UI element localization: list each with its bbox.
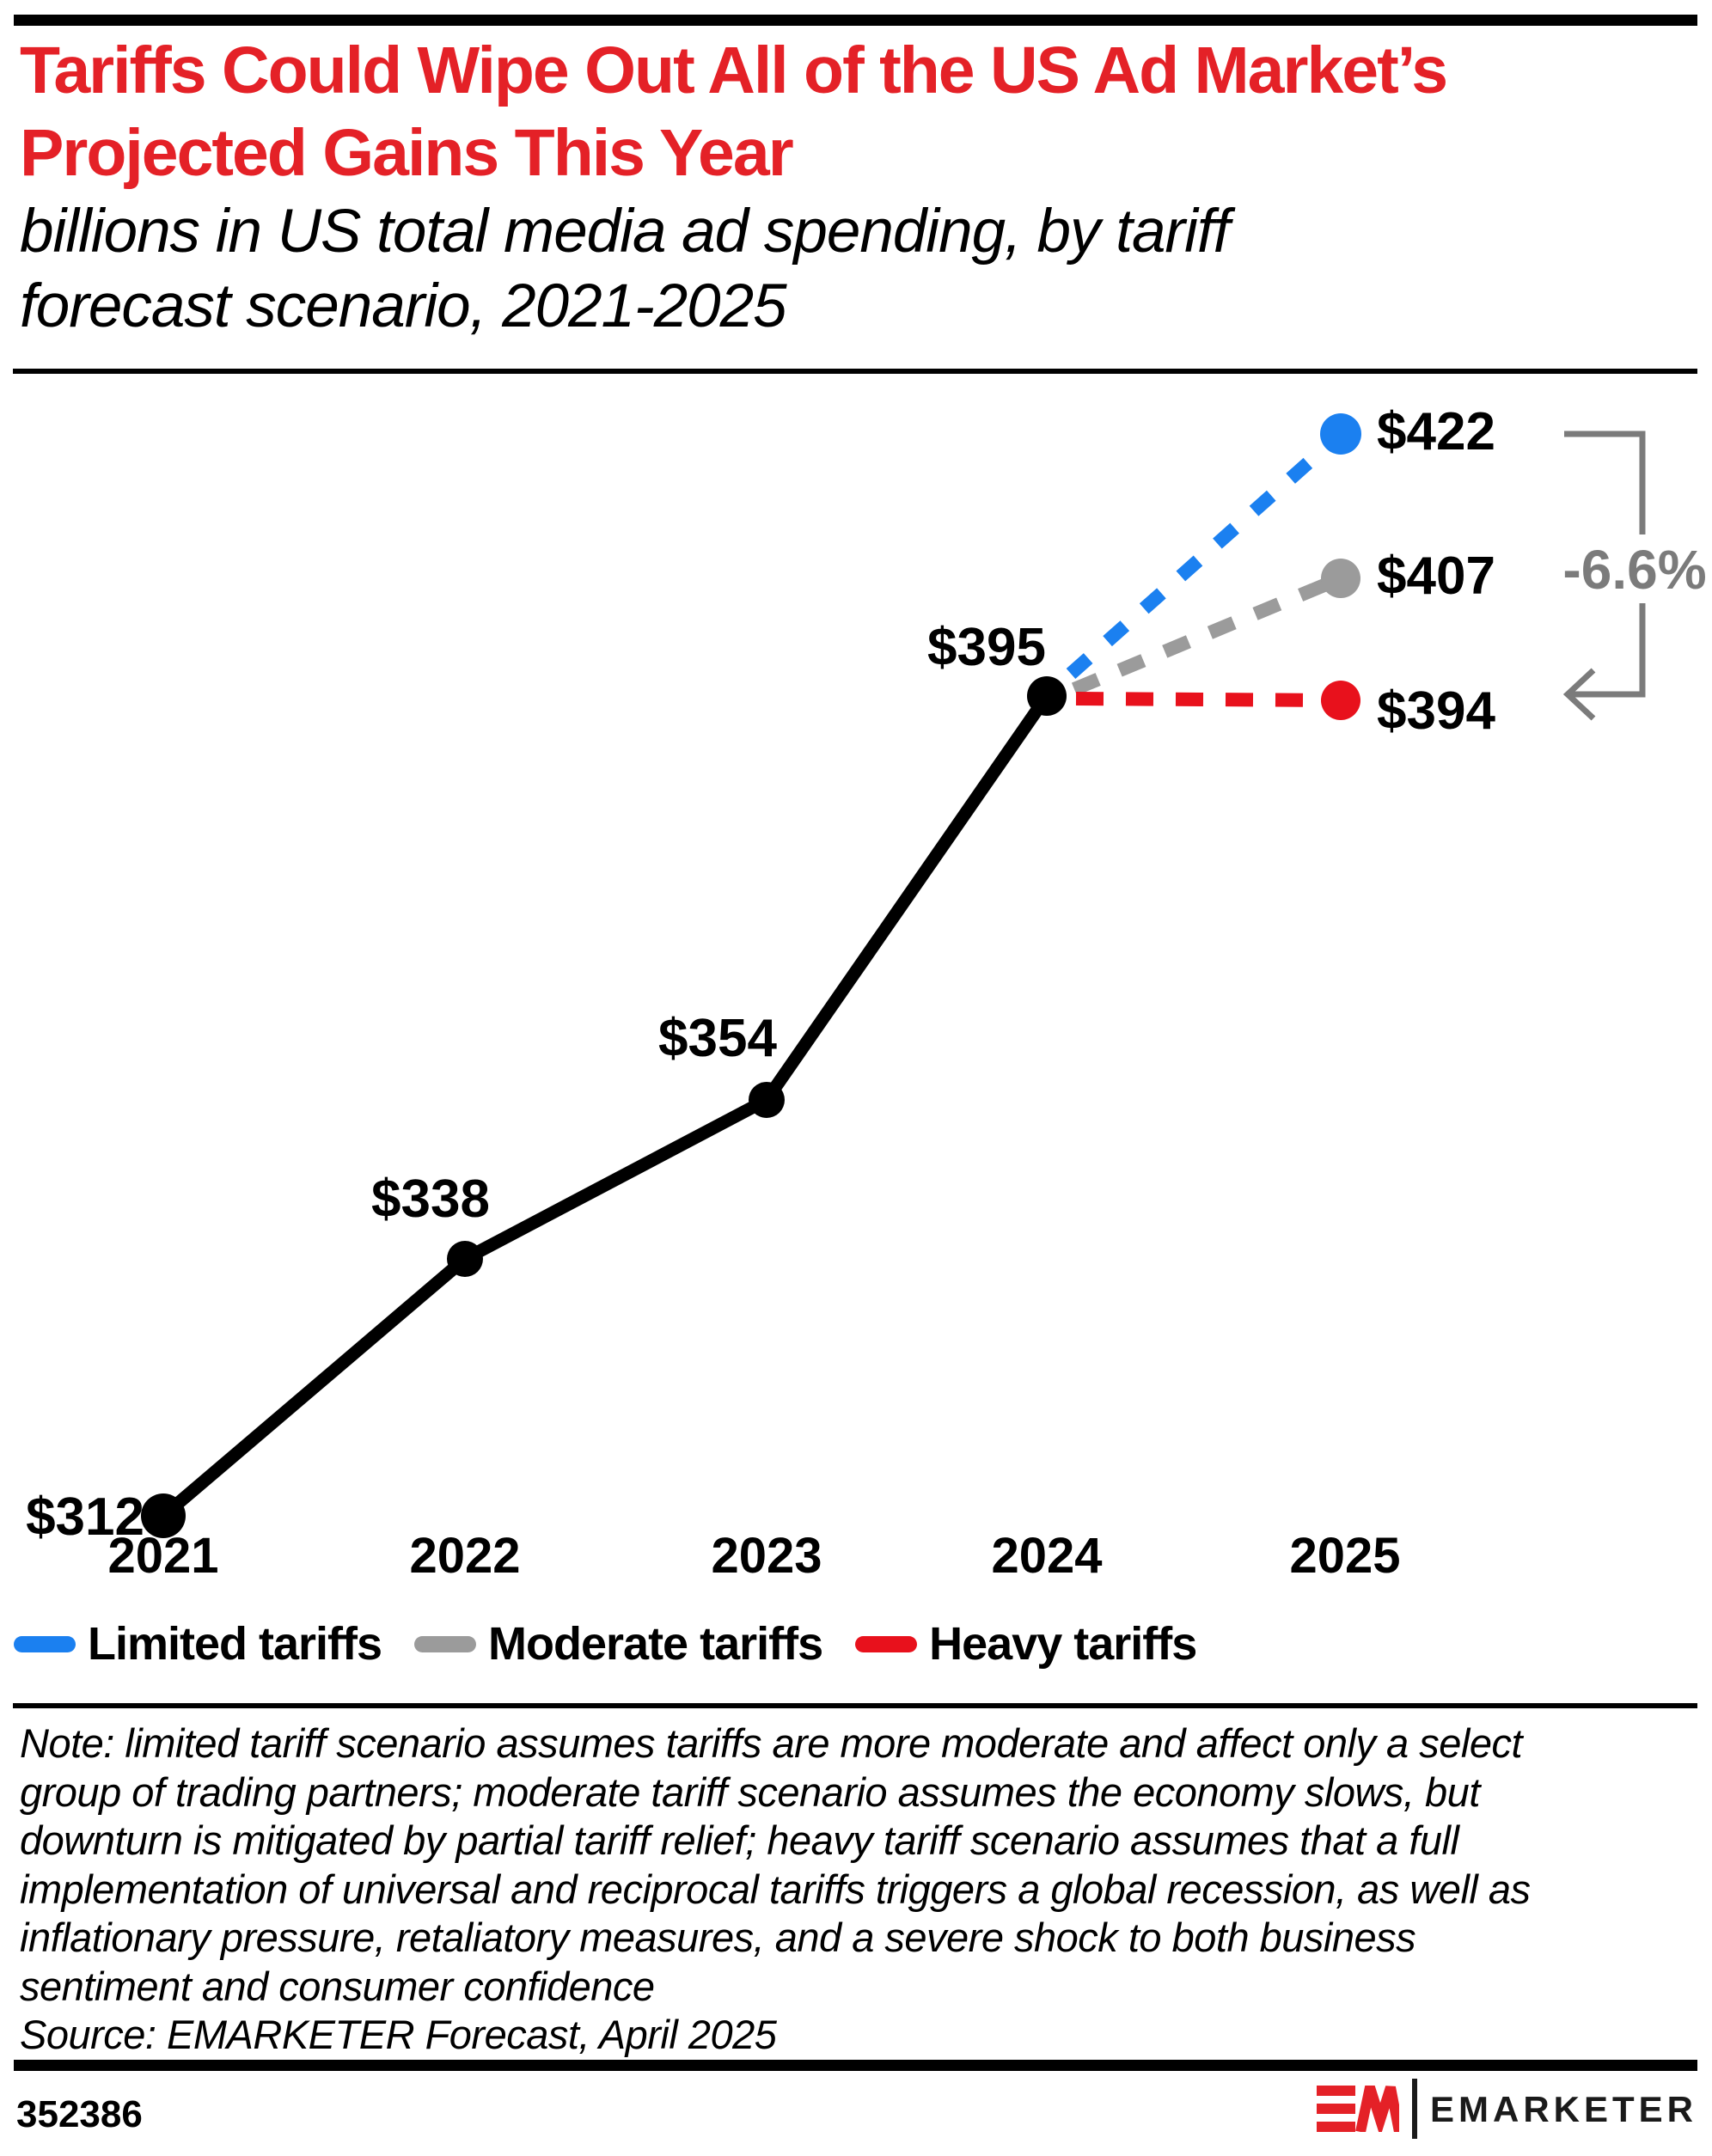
point-2021 (141, 1493, 186, 1538)
point-2022 (447, 1241, 483, 1277)
note-line-6: sentiment and consumer confidence (20, 1963, 655, 2009)
emarketer-logo: EMARKETER (1316, 2076, 1697, 2141)
title-line-1: Tariffs Could Wipe Out All of the US Ad … (20, 34, 1448, 107)
line-chart: $312 $338 $354 $395 $422 $407 $394 2021 … (26, 402, 1712, 1584)
note-line-4: implementation of universal and reciproc… (20, 1866, 1531, 1912)
pct-label-backing (1557, 534, 1712, 603)
logo-divider (1411, 2079, 1417, 2139)
limited-tariffs-line (1066, 429, 1346, 679)
moderate-tariffs-swatch-icon (414, 1635, 477, 1652)
legend-label-limited: Limited tariffs (88, 1618, 382, 1670)
chart-subtitle: billions in US total media ad spending, … (20, 194, 1696, 344)
emarketer-em-icon (1316, 2086, 1399, 2132)
x-tick-2021: 2021 (107, 1528, 218, 1584)
value-label-2021: $312 (26, 1487, 144, 1547)
chart-legend: Limited tariffs Moderate tariffs Heavy t… (14, 1617, 1197, 1670)
top-accent-bar (14, 15, 1697, 26)
value-label-2024: $395 (927, 618, 1046, 677)
subtitle-line-1: billions in US total media ad spending, … (20, 198, 1230, 266)
limited-tariffs-swatch-icon (14, 1635, 76, 1652)
value-label-2023: $354 (658, 1009, 777, 1068)
x-tick-2023: 2023 (711, 1528, 822, 1584)
point-2025-heavy (1321, 681, 1360, 720)
title-line-2: Projected Gains This Year (20, 116, 794, 190)
value-label-2025-moderate: $407 (1377, 547, 1495, 606)
legend-label-heavy: Heavy tariffs (929, 1618, 1197, 1670)
point-2025-limited (1320, 413, 1361, 455)
note-line-5: inflationary pressure, retaliatory measu… (20, 1915, 1416, 1960)
footnote-block: Note: limited tariff scenario assumes ta… (20, 1719, 1696, 2060)
note-line-1: Note: limited tariff scenario assumes ta… (20, 1720, 1523, 1766)
arrow-left-icon (1562, 668, 1596, 721)
value-label-2025-heavy: $394 (1377, 681, 1495, 741)
point-2024 (1027, 676, 1067, 716)
chart-id: 352386 (16, 2093, 143, 2135)
legend-item-moderate: Moderate tariffs (414, 1617, 823, 1670)
brand-wordmark: EMARKETER (1429, 2089, 1697, 2129)
value-label-2025-limited: $422 (1377, 402, 1495, 461)
legend-label-moderate: Moderate tariffs (488, 1618, 823, 1670)
x-tick-2024: 2024 (991, 1528, 1102, 1584)
heavy-tariffs-swatch-icon (855, 1635, 918, 1652)
base-series-line (156, 689, 1054, 1523)
heavy-tariffs-line (1075, 692, 1342, 707)
legend-item-limited: Limited tariffs (14, 1617, 382, 1670)
point-2023 (749, 1082, 785, 1118)
page-title: Tariffs Could Wipe Out All of the US Ad … (20, 29, 1696, 194)
legend-item-heavy: Heavy tariffs (855, 1617, 1197, 1670)
x-tick-2025: 2025 (1289, 1528, 1400, 1584)
subtitle-line-2: forecast scenario, 2021-2025 (20, 272, 787, 340)
point-2025-moderate (1321, 559, 1360, 598)
bottom-accent-bar (14, 2060, 1697, 2071)
legend-divider (13, 1703, 1697, 1708)
source-line: Source: EMARKETER Forecast, April 2025 (20, 2012, 777, 2057)
x-tick-2022: 2022 (409, 1528, 520, 1584)
pct-change-label: -6.6% (1562, 539, 1706, 601)
note-line-2: group of trading partners; moderate tari… (20, 1768, 1480, 1815)
header-divider (13, 369, 1697, 374)
value-label-2022: $338 (371, 1170, 490, 1229)
note-line-3: downturn is mitigated by partial tariff … (20, 1817, 1459, 1863)
